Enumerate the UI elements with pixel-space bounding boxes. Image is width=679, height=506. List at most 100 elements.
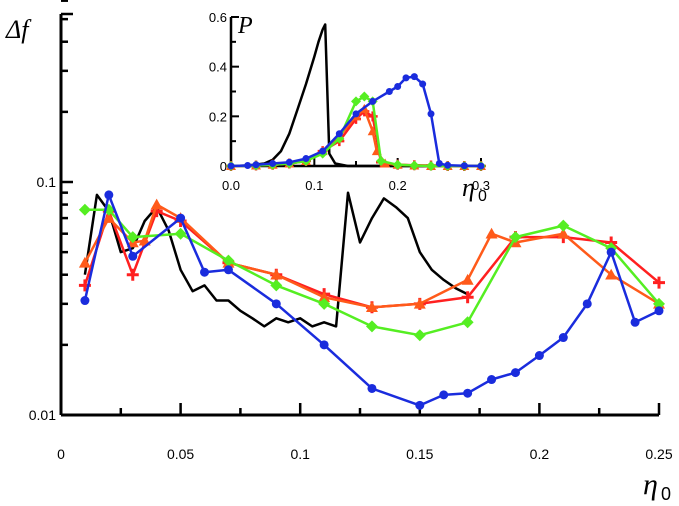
data-point-blue-circle: [606, 247, 616, 257]
x-axis-title-subscript: 0: [661, 484, 671, 504]
data-point-orange-triangle: [102, 212, 115, 223]
inset-y-axis-title: P: [237, 13, 253, 39]
y-tick-label: 0.1: [37, 174, 57, 190]
inset-data-point-green-diamond: [359, 91, 370, 102]
data-point-blue-circle: [176, 213, 186, 223]
main-series-red-plus: [78, 205, 665, 314]
inset-x-tick-label: 0.3: [472, 178, 490, 193]
data-point-orange-triangle: [138, 234, 151, 246]
inset-data-point-blue-circle: [427, 110, 435, 118]
data-point-green-diamond: [365, 320, 378, 333]
data-point-blue-circle: [271, 299, 281, 309]
y-axis-title: Δf: [5, 15, 32, 44]
data-point-green-diamond: [126, 231, 139, 244]
inset-data-point-blue-circle: [460, 162, 468, 170]
data-point-blue-circle: [582, 299, 592, 309]
data-point-orange-triangle: [150, 198, 163, 210]
data-point-green-diamond: [174, 227, 187, 240]
inset-y-tick-label: 0.6: [209, 10, 227, 25]
inset-x-axis-title: η: [462, 173, 475, 202]
data-point-blue-circle: [534, 351, 544, 361]
x-tick-label: 0.1: [290, 446, 310, 462]
data-point-blue-circle: [630, 317, 640, 327]
x-tick-label: 0.2: [530, 446, 550, 462]
data-point-green-diamond: [413, 329, 426, 342]
inset-data-point-blue-circle: [402, 74, 410, 82]
data-point-blue-circle: [128, 251, 138, 261]
inset-data-point-green-diamond: [426, 161, 436, 171]
x-tick-label: 0.05: [167, 446, 194, 462]
data-point-blue-circle: [104, 190, 114, 200]
inset-series-line-black: [230, 23, 481, 168]
data-point-orange-triangle: [270, 268, 283, 280]
data-point-orange-triangle: [78, 256, 91, 268]
y-tick-label: 0.01: [29, 407, 56, 423]
inset-x-axis-title-subscript: 0: [478, 188, 487, 205]
data-point-green-diamond: [222, 254, 235, 267]
x-axis-title: η: [643, 468, 658, 501]
data-point-red-plus: [461, 291, 474, 304]
data-point-green-diamond: [78, 203, 91, 216]
inset-data-point-green-diamond: [351, 96, 361, 107]
inset-x-tick-label: 0.2: [389, 178, 407, 193]
inset-series-group: [226, 23, 486, 171]
inset-data-point-green-diamond: [409, 160, 420, 171]
inset-data-point-blue-circle: [419, 80, 427, 88]
x-tick-label: 0.25: [645, 446, 672, 462]
inset-data-point-blue-circle: [319, 147, 327, 155]
inset-y-tick-label: 0.2: [209, 109, 227, 124]
inset-data-point-green-diamond: [376, 156, 386, 167]
x-tick-label: 0.15: [406, 446, 433, 462]
data-point-blue-circle: [319, 340, 329, 350]
data-point-orange-triangle: [318, 291, 331, 303]
inset-data-point-blue-circle: [352, 110, 360, 118]
inset-data-point-blue-circle: [385, 88, 393, 95]
data-point-orange-triangle: [557, 227, 570, 239]
series-line-black: [83, 191, 469, 328]
data-point-red-plus: [653, 276, 665, 289]
data-point-orange-triangle: [461, 273, 474, 285]
data-point-orange-triangle: [485, 227, 498, 239]
inset-data-point-blue-circle: [302, 155, 310, 163]
data-point-blue-circle: [510, 368, 520, 378]
data-point-blue-circle: [367, 383, 377, 393]
series-line-blue-circle: [83, 193, 660, 407]
inset-data-point-blue-circle: [444, 161, 452, 169]
series-line-green-diamond: [84, 208, 660, 337]
data-point-orange-triangle: [605, 268, 618, 280]
data-point-green-diamond: [318, 297, 331, 310]
data-point-orange-triangle: [413, 297, 426, 309]
data-point-blue-circle: [200, 267, 210, 277]
inset-y-tick-label: 0.4: [209, 60, 227, 75]
inset-series-blue-circle: [227, 73, 485, 170]
inset-background: [226, 12, 492, 170]
inset-data-point-blue-circle: [285, 158, 293, 166]
inset-x-tick-label: 0.1: [305, 178, 323, 193]
data-point-blue-circle: [463, 388, 473, 398]
inset-data-point-blue-circle: [269, 160, 277, 168]
data-point-green-diamond: [270, 279, 283, 292]
data-point-blue-circle: [558, 333, 568, 343]
inset-data-point-blue-circle: [394, 83, 402, 91]
inset-data-point-orange-triangle: [367, 126, 378, 136]
data-point-blue-circle: [415, 400, 425, 410]
main-series-blue-circle: [80, 190, 664, 410]
inset-data-point-blue-circle: [227, 162, 235, 170]
data-point-green-diamond: [653, 297, 665, 310]
data-point-blue-circle: [439, 390, 449, 400]
inset-data-point-blue-circle: [410, 73, 418, 81]
inset-data-point-blue-circle: [435, 160, 443, 168]
data-point-orange-triangle: [365, 301, 378, 313]
x-tick-label: 0: [57, 446, 65, 462]
inset-data-point-blue-circle: [477, 162, 485, 170]
data-point-blue-circle: [487, 375, 497, 385]
inset-data-point-blue-circle: [369, 97, 377, 105]
data-point-green-diamond: [461, 316, 474, 329]
data-point-green-diamond: [509, 231, 522, 244]
data-point-blue-circle: [654, 306, 664, 316]
data-point-red-plus: [126, 268, 139, 281]
inset-x-tick-label: 0.0: [222, 178, 240, 193]
data-point-blue-circle: [80, 296, 90, 306]
